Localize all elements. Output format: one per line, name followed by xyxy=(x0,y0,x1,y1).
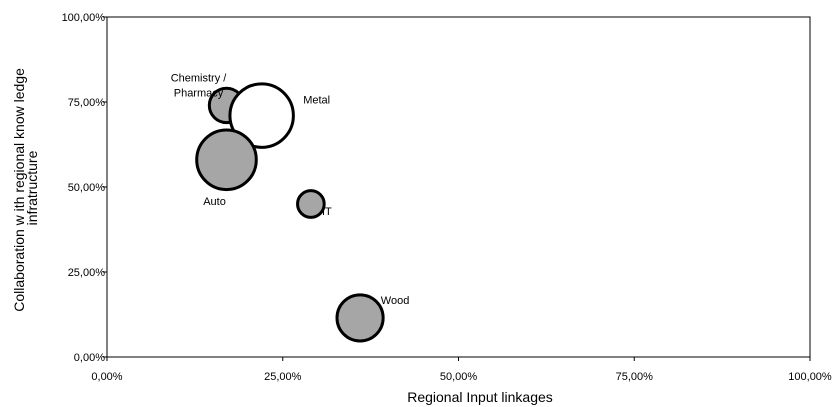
bubble-label-line: Chemistry / xyxy=(171,72,228,84)
x-axis-title: Regional Input linkages xyxy=(407,389,553,405)
bubble-wood xyxy=(335,293,385,343)
y-axis-title: Collaboration w ith regional know ledge … xyxy=(11,64,40,311)
y-tick-label: 50,00% xyxy=(68,182,106,194)
x-tick-label: 50,00% xyxy=(440,371,478,383)
x-axis: 0,00% 25,00% 50,00% 75,00% 100,00% xyxy=(91,357,832,383)
bubble-metal xyxy=(228,82,295,149)
bubble-label-chemistry: Chemistry / Pharmacy xyxy=(171,72,228,99)
bubble-label-auto: Auto xyxy=(203,196,226,208)
x-tick-label: 75,00% xyxy=(616,371,654,383)
y-tick-label: 100,00% xyxy=(62,12,106,24)
bubble-auto xyxy=(195,128,258,192)
x-tick-label: 0,00% xyxy=(91,371,122,383)
bubble-it xyxy=(296,189,326,219)
bubble-label-it: IT xyxy=(322,206,332,218)
bubble-label-line: IT xyxy=(322,206,332,218)
y-tick-label: 75,00% xyxy=(68,97,106,109)
bubble-label-line: Pharmacy xyxy=(174,87,224,99)
bubble-label-wood: Wood xyxy=(381,295,410,307)
y-axis-title-line-1: Collaboration w ith regional know ledge xyxy=(11,68,27,312)
bubble-label-metal: Metal xyxy=(303,95,330,107)
y-tick-label: 25,00% xyxy=(68,267,106,279)
bubbles xyxy=(195,82,385,343)
bubble-labels: Chemistry / Pharmacy Metal Auto IT Wood xyxy=(171,72,410,307)
y-tick-label: 0,00% xyxy=(74,352,105,364)
y-axis-title-line-2: infratructure xyxy=(24,150,40,225)
y-axis: 0,00% 25,00% 50,00% 75,00% 100,00% xyxy=(62,12,107,364)
bubble-label-line: Metal xyxy=(303,95,330,107)
x-tick-label: 100,00% xyxy=(788,371,832,383)
bubble-label-line: Auto xyxy=(203,196,226,208)
bubble-label-line: Wood xyxy=(381,295,410,307)
x-tick-label: 25,00% xyxy=(264,371,302,383)
